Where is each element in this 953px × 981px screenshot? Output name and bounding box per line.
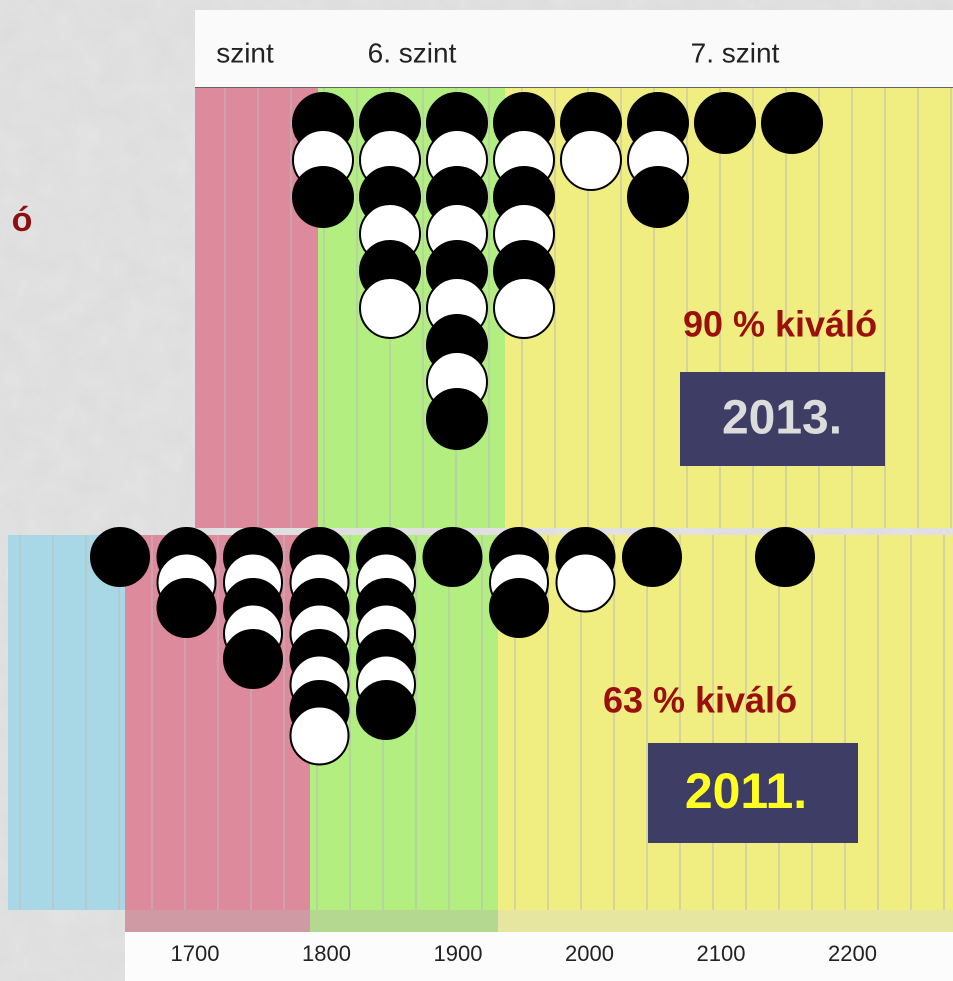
- header-strip: [195, 10, 953, 90]
- dot: [755, 527, 815, 587]
- axis-label: 2100: [697, 941, 746, 966]
- dot: [90, 527, 150, 587]
- side-text: ó: [12, 201, 33, 239]
- axis-label: 2000: [565, 941, 614, 966]
- dot: [560, 129, 622, 191]
- dot: [426, 388, 488, 450]
- axis-band: [310, 910, 498, 932]
- year-box: [648, 743, 858, 843]
- dot: [622, 527, 682, 587]
- year-text: 2013.: [722, 392, 842, 445]
- axis-label: 1900: [434, 941, 483, 966]
- result-text: 90 % kiváló: [683, 304, 877, 345]
- dot: [359, 277, 421, 339]
- axis-label: 1700: [171, 941, 220, 966]
- axis-label: 2200: [828, 941, 877, 966]
- dot: [627, 166, 689, 228]
- axis-band: [125, 910, 310, 932]
- header-label: 6. szint: [368, 37, 457, 68]
- dot: [223, 629, 283, 689]
- year-box: [680, 372, 885, 466]
- band-blue: [8, 535, 125, 910]
- dot: [289, 705, 350, 766]
- dot: [761, 92, 823, 154]
- dot: [292, 166, 354, 228]
- dot: [156, 578, 217, 638]
- dot: [694, 92, 756, 154]
- dot: [356, 680, 416, 740]
- header-label: 7. szint: [691, 37, 780, 68]
- dot: [489, 578, 549, 638]
- year-text: 2011.: [685, 763, 807, 819]
- axis-label: 1800: [302, 941, 351, 966]
- axis-band: [498, 910, 953, 932]
- result-text: 63 % kiváló: [603, 680, 797, 721]
- dot: [422, 527, 483, 587]
- dot: [555, 552, 616, 613]
- header-label: szint: [216, 37, 274, 68]
- dot: [493, 277, 555, 339]
